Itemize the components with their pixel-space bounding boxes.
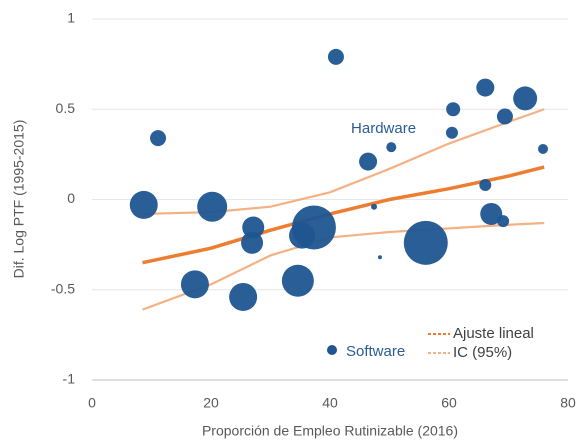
x-axis-title: Proporción de Empleo Rutinizable (2016) <box>202 423 458 439</box>
bubble <box>403 220 448 265</box>
y-tick-label: 0 <box>67 190 75 206</box>
bubble <box>538 143 549 154</box>
fit-line <box>142 165 545 265</box>
bubble <box>480 202 503 225</box>
bubble <box>386 142 397 153</box>
legend-label: Software <box>346 343 405 360</box>
bubble <box>150 130 167 147</box>
bubble <box>359 152 378 171</box>
x-tick-label: 20 <box>203 395 219 411</box>
legend-label: Ajuste lineal <box>453 325 534 342</box>
ci-lower <box>142 221 545 311</box>
legend-marker <box>327 345 337 355</box>
bubble <box>180 270 209 299</box>
x-tick-label: 60 <box>441 395 457 411</box>
annotation: Hardware <box>351 120 416 137</box>
x-tick-label: 80 <box>560 395 576 411</box>
y-tick-label: 0.5 <box>56 100 76 116</box>
bubble <box>377 255 382 260</box>
bubble <box>129 190 158 219</box>
x-tick-label: 0 <box>88 395 96 411</box>
bubble <box>497 215 510 228</box>
bubble <box>479 179 492 192</box>
bubble <box>327 48 344 65</box>
x-tick-label: 40 <box>322 395 338 411</box>
bubble <box>281 264 314 297</box>
bubble <box>241 231 264 254</box>
y-tick-label: -0.5 <box>51 280 75 296</box>
bubble <box>291 205 336 250</box>
bubble <box>476 78 495 97</box>
bubble <box>446 102 461 117</box>
legend-label: IC (95%) <box>453 344 512 361</box>
bubble <box>513 86 538 111</box>
y-tick-label: -1 <box>63 371 76 387</box>
bubble <box>496 108 513 125</box>
bubble <box>445 126 458 139</box>
y-axis-title: Dif. Log PTF (1995-2015) <box>11 120 27 279</box>
bubble <box>229 282 258 311</box>
bubble <box>371 203 378 210</box>
y-tick-label: 1 <box>67 10 75 26</box>
bubble <box>197 191 228 222</box>
